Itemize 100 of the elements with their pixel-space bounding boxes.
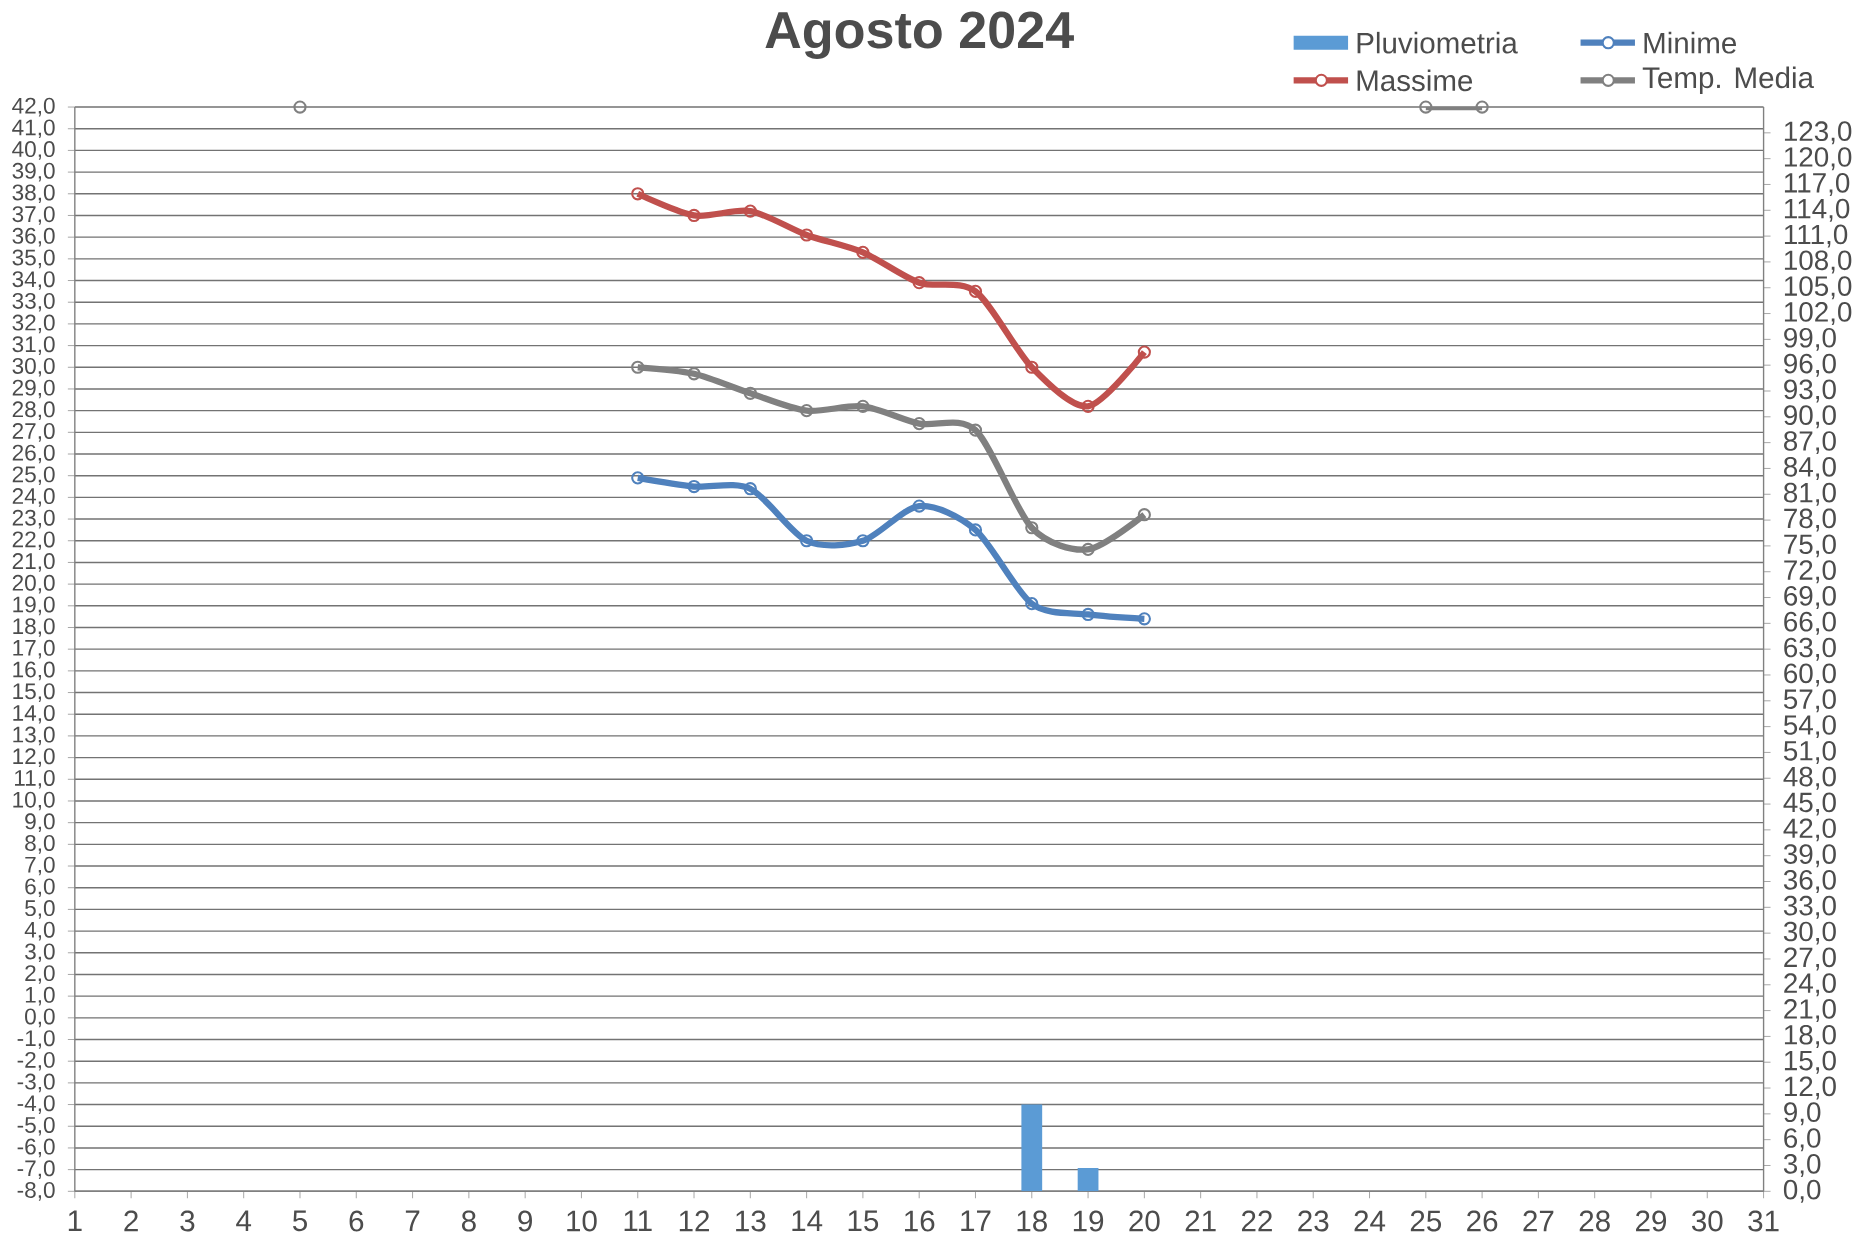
point (968, 284, 983, 299)
y2-tick-label: 87,0 (1784, 431, 1836, 455)
x-tick-label: 2 (124, 1210, 138, 1232)
y-tick-label: 3,0 (25, 943, 55, 963)
x-tick-label: 21 (1185, 1210, 1216, 1232)
y-tick-label: 19,0 (13, 596, 55, 616)
y-tick-label: 30,0 (12, 358, 55, 377)
y2-tick-label: 75,0 (1784, 534, 1836, 558)
y2-tick-label: 123,0 (1784, 121, 1852, 145)
y2-tick-label: 108,0 (1784, 250, 1852, 274)
y2-tick-label: 51,0 (1783, 741, 1836, 765)
point (856, 399, 870, 414)
x-tick-label: 24 (1354, 1210, 1386, 1232)
point (687, 367, 701, 381)
x-tick-label: 15 (848, 1210, 879, 1232)
y2-tick-label: 3,0 (1783, 1154, 1821, 1178)
y2-tick-label: 84,0 (1784, 457, 1836, 481)
point (1081, 608, 1095, 622)
x-tick-label: 8 (461, 1210, 476, 1232)
y2-tick-label: 60,0 (1784, 663, 1836, 687)
y-tick-label: 38,0 (12, 184, 55, 204)
x-tick-label: 18 (1017, 1210, 1047, 1232)
legend-label: Minime (1644, 31, 1736, 54)
y2-tick-label: 66,0 (1784, 612, 1836, 635)
y2-tick-label: 36,0 (1783, 870, 1836, 894)
point (1137, 508, 1151, 522)
x-tick-label: 6 (349, 1210, 364, 1232)
x-tick-label: 3 (180, 1210, 195, 1232)
y2-tick-label: 27,0 (1784, 947, 1836, 971)
point (1025, 521, 1039, 535)
y2-tick-label: 54,0 (1783, 715, 1836, 739)
y-tick-label: 34,0 (12, 271, 55, 290)
point (912, 499, 926, 513)
x-tick-label: 1 (68, 1210, 82, 1232)
legend-label: Pluviometria (1357, 31, 1518, 54)
x-tick-label: 30 (1691, 1210, 1723, 1232)
y2-tick-label: 93,0 (1784, 379, 1836, 403)
y-tick-label: -7,0 (17, 1160, 55, 1180)
y-tick-label: -1,0 (17, 1030, 55, 1049)
y-tick-label: 5,0 (25, 900, 55, 919)
y2-tick-label: 48,0 (1783, 766, 1836, 790)
y-tick-label: 35,0 (12, 249, 55, 269)
y2-tick-label: 30,0 (1783, 921, 1836, 945)
y-tick-label: 32,0 (12, 314, 55, 334)
y2-tick-label: 102,0 (1784, 302, 1852, 326)
y-tick-label: 16,0 (13, 661, 55, 681)
point (1081, 542, 1095, 557)
x-tick-label: 17 (961, 1210, 991, 1232)
x-tick-label: 22 (1241, 1210, 1272, 1232)
point (631, 471, 645, 485)
legend-label: Temp. Media (1642, 66, 1814, 95)
y-tick-label: 29,0 (12, 379, 55, 399)
x-tick-label: 19 (1073, 1210, 1104, 1232)
y-tick-label: 18,0 (13, 618, 55, 637)
point (800, 228, 814, 242)
x-tick-label: 25 (1410, 1210, 1442, 1232)
y-tick-label: 42,0 (12, 97, 55, 117)
y2-tick-label: 24,0 (1784, 973, 1836, 997)
y-tick-label: 27,0 (12, 423, 55, 442)
y-tick-label: 2,0 (25, 965, 55, 984)
point (1025, 360, 1039, 375)
x-tick-label: 23 (1298, 1210, 1329, 1232)
y-tick-label: 15,0 (13, 683, 55, 703)
point (743, 482, 757, 496)
point (856, 534, 870, 548)
y-tick-label: 25,0 (12, 466, 55, 486)
point (912, 276, 926, 290)
y-tick-label: 0,0 (25, 1008, 55, 1028)
point (856, 245, 870, 260)
y-tick-label: 23,0 (12, 509, 55, 529)
x-tick-label: 20 (1129, 1210, 1160, 1232)
y-tick-label: 13,0 (13, 726, 55, 746)
y-tick-label: 28,0 (12, 401, 55, 421)
point (1137, 345, 1151, 359)
y-tick-label: 1,0 (25, 986, 55, 1006)
y-tick-label: 41,0 (12, 119, 55, 139)
point (631, 360, 645, 375)
y2-tick-label: 105,0 (1784, 276, 1852, 300)
x-tick-label: 27 (1523, 1210, 1554, 1232)
y-tick-label: 9,0 (25, 813, 55, 833)
x-tick-label: 9 (518, 1210, 532, 1232)
chart-title: Agosto 2024 (765, 11, 1074, 60)
y-tick-label: 31,0 (12, 336, 55, 356)
y-tick-label: -8,0 (17, 1182, 55, 1201)
y2-tick-label: 9,0 (1784, 1102, 1821, 1126)
point (743, 386, 757, 401)
x-tick-label: 7 (405, 1210, 420, 1232)
point (743, 204, 757, 218)
x-tick-label: 29 (1636, 1210, 1667, 1232)
y-tick-label: 21,0 (12, 553, 55, 572)
y-tick-label: -3,0 (17, 1073, 55, 1093)
x-tick-label: 11 (624, 1210, 652, 1232)
y-tick-label: 20,0 (12, 574, 55, 594)
x-tick-label: 12 (679, 1210, 709, 1232)
y2-tick-label: 39,0 (1783, 844, 1836, 868)
point (800, 404, 814, 418)
y-tick-label: 40,0 (12, 141, 55, 160)
y2-tick-label: 117,0 (1784, 173, 1850, 197)
point (1137, 612, 1151, 626)
y2-tick-label: 114,0 (1784, 198, 1850, 222)
